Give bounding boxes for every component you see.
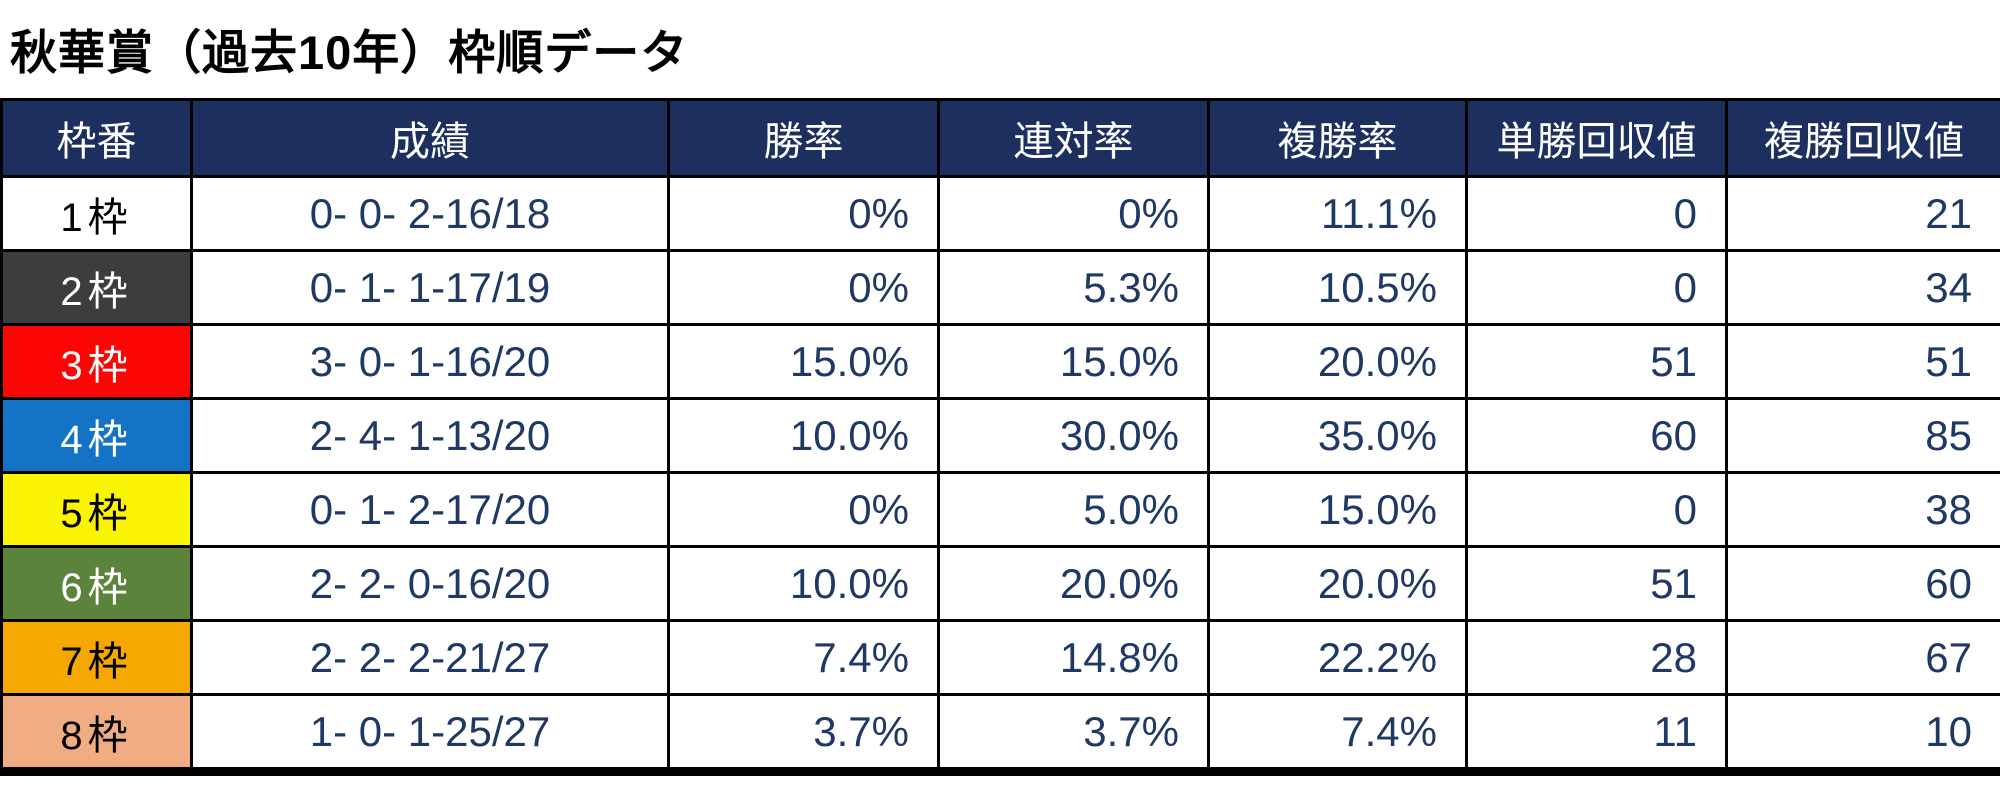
page-title: 秋華賞（過去10年）枠順データ bbox=[10, 26, 689, 79]
col-header-win-rate: 勝率 bbox=[667, 98, 940, 178]
table-row: 4枠 2- 4- 1-13/20 10.0% 30.0% 35.0% 60 85 bbox=[0, 397, 2000, 474]
record-cell: 0- 1- 2-17/20 bbox=[190, 471, 670, 548]
col-header-show-roi: 複勝回収値 bbox=[1725, 98, 2000, 178]
record-cell: 0- 0- 2-16/18 bbox=[190, 175, 670, 252]
quinella-rate-cell: 5.0% bbox=[937, 471, 1210, 548]
show-roi-cell: 67 bbox=[1725, 619, 2000, 696]
table-header: 枠番 成績 勝率 連対率 複勝率 単勝回収値 複勝回収値 bbox=[0, 98, 2000, 178]
header-row: 枠番 成績 勝率 連対率 複勝率 単勝回収値 複勝回収値 bbox=[0, 98, 2000, 178]
show-roi-cell: 34 bbox=[1725, 249, 2000, 326]
bracket-number-cell: 6枠 bbox=[0, 545, 193, 622]
win-rate-cell: 7.4% bbox=[667, 619, 940, 696]
show-roi-cell: 60 bbox=[1725, 545, 2000, 622]
win-rate-cell: 0% bbox=[667, 175, 940, 252]
show-roi-cell: 51 bbox=[1725, 323, 2000, 400]
show-roi-cell: 21 bbox=[1725, 175, 2000, 252]
bracket-number-cell: 2枠 bbox=[0, 249, 193, 326]
show-rate-cell: 11.1% bbox=[1207, 175, 1468, 252]
win-roi-cell: 0 bbox=[1465, 249, 1728, 326]
table-row: 6枠 2- 2- 0-16/20 10.0% 20.0% 20.0% 51 60 bbox=[0, 545, 2000, 622]
win-roi-cell: 51 bbox=[1465, 323, 1728, 400]
bracket-number-cell: 1枠 bbox=[0, 175, 193, 252]
show-rate-cell: 20.0% bbox=[1207, 545, 1468, 622]
col-header-win-roi: 単勝回収値 bbox=[1465, 98, 1728, 178]
record-cell: 2- 4- 1-13/20 bbox=[190, 397, 670, 474]
table-row: 3枠 3- 0- 1-16/20 15.0% 15.0% 20.0% 51 51 bbox=[0, 323, 2000, 400]
show-rate-cell: 15.0% bbox=[1207, 471, 1468, 548]
show-roi-cell: 85 bbox=[1725, 397, 2000, 474]
table-row: 5枠 0- 1- 2-17/20 0% 5.0% 15.0% 0 38 bbox=[0, 471, 2000, 548]
show-rate-cell: 22.2% bbox=[1207, 619, 1468, 696]
quinella-rate-cell: 30.0% bbox=[937, 397, 1210, 474]
quinella-rate-cell: 20.0% bbox=[937, 545, 1210, 622]
table-row: 2枠 0- 1- 1-17/19 0% 5.3% 10.5% 0 34 bbox=[0, 249, 2000, 326]
win-rate-cell: 10.0% bbox=[667, 397, 940, 474]
show-rate-cell: 20.0% bbox=[1207, 323, 1468, 400]
record-cell: 0- 1- 1-17/19 bbox=[190, 249, 670, 326]
win-rate-cell: 0% bbox=[667, 471, 940, 548]
col-header-show-rate: 複勝率 bbox=[1207, 98, 1468, 178]
win-rate-cell: 3.7% bbox=[667, 693, 940, 773]
win-roi-cell: 60 bbox=[1465, 397, 1728, 474]
quinella-rate-cell: 14.8% bbox=[937, 619, 1210, 696]
col-header-waku: 枠番 bbox=[0, 98, 193, 178]
table-row: 7枠 2- 2- 2-21/27 7.4% 14.8% 22.2% 28 67 bbox=[0, 619, 2000, 696]
show-rate-cell: 10.5% bbox=[1207, 249, 1468, 326]
win-rate-cell: 0% bbox=[667, 249, 940, 326]
win-roi-cell: 11 bbox=[1465, 693, 1728, 773]
table-body: 1枠 0- 0- 2-16/18 0% 0% 11.1% 0 21 2枠 0- 1- 1-17/… bbox=[0, 175, 2000, 773]
table-row: 8枠 1- 0- 1-25/27 3.7% 3.7% 7.4% 11 10 bbox=[0, 693, 2000, 773]
quinella-rate-cell: 3.7% bbox=[937, 693, 1210, 773]
quinella-rate-cell: 15.0% bbox=[937, 323, 1210, 400]
table-row: 1枠 0- 0- 2-16/18 0% 0% 11.1% 0 21 bbox=[0, 175, 2000, 252]
record-cell: 1- 0- 1-25/27 bbox=[190, 693, 670, 773]
bracket-number-cell: 4枠 bbox=[0, 397, 193, 474]
record-cell: 3- 0- 1-16/20 bbox=[190, 323, 670, 400]
quinella-rate-cell: 5.3% bbox=[937, 249, 1210, 326]
win-roi-cell: 51 bbox=[1465, 545, 1728, 622]
bracket-number-cell: 3枠 bbox=[0, 323, 193, 400]
win-roi-cell: 0 bbox=[1465, 175, 1728, 252]
waku-data-table: 枠番 成績 勝率 連対率 複勝率 単勝回収値 複勝回収値 1枠 0- 0- 2-1… bbox=[0, 98, 2000, 776]
show-roi-cell: 38 bbox=[1725, 471, 2000, 548]
quinella-rate-cell: 0% bbox=[937, 175, 1210, 252]
record-cell: 2- 2- 0-16/20 bbox=[190, 545, 670, 622]
win-roi-cell: 28 bbox=[1465, 619, 1728, 696]
win-rate-cell: 10.0% bbox=[667, 545, 940, 622]
record-cell: 2- 2- 2-21/27 bbox=[190, 619, 670, 696]
show-rate-cell: 35.0% bbox=[1207, 397, 1468, 474]
win-roi-cell: 0 bbox=[1465, 471, 1728, 548]
bracket-number-cell: 8枠 bbox=[0, 693, 193, 773]
col-header-quinella-rate: 連対率 bbox=[937, 98, 1210, 178]
show-roi-cell: 10 bbox=[1725, 693, 2000, 773]
show-rate-cell: 7.4% bbox=[1207, 693, 1468, 773]
bracket-number-cell: 7枠 bbox=[0, 619, 193, 696]
bracket-number-cell: 5枠 bbox=[0, 471, 193, 548]
win-rate-cell: 15.0% bbox=[667, 323, 940, 400]
col-header-record: 成績 bbox=[190, 98, 670, 178]
